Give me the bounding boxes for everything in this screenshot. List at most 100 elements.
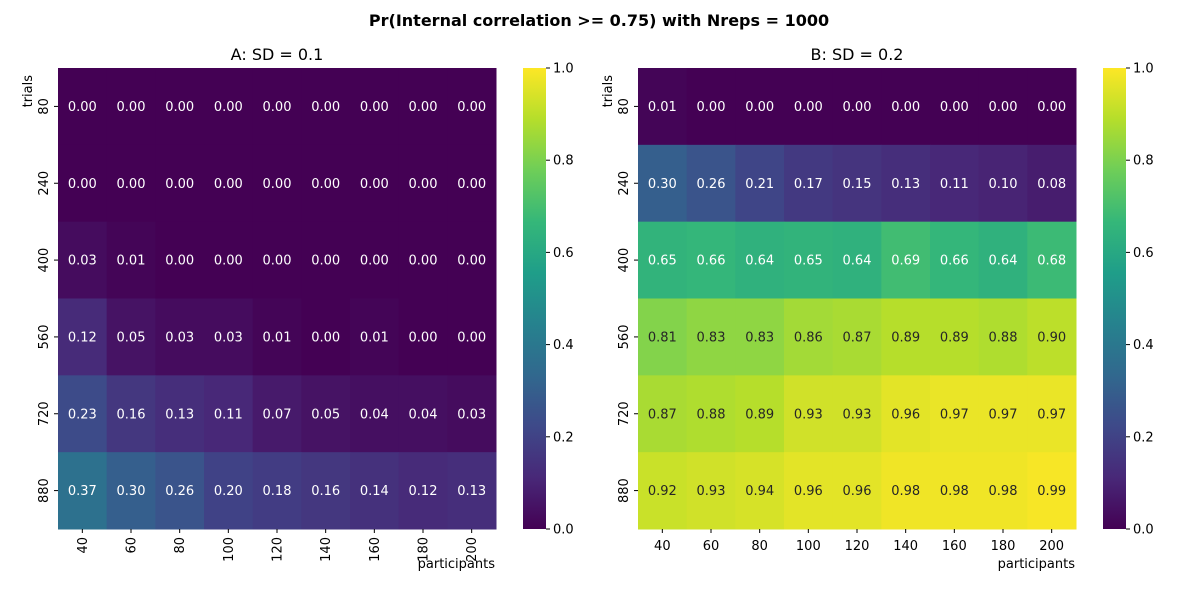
heatmap-cell (881, 68, 931, 146)
heatmap-cell (58, 375, 108, 453)
cell-value-label: 0.12 (68, 330, 97, 345)
x-tick-label: 40 (76, 537, 91, 554)
heatmap-cell (155, 452, 205, 530)
heatmap-cell (978, 298, 1028, 376)
heatmap-cell (106, 144, 156, 223)
heatmap-cell (350, 68, 400, 146)
y-tick-label: 720 (617, 401, 632, 426)
cell-value-label: 0.00 (697, 100, 726, 115)
cell-value-label: 0.16 (311, 484, 340, 499)
heatmap-cell (686, 221, 736, 299)
y-tick-label: 240 (617, 171, 632, 196)
cell-value-label: 0.89 (940, 330, 969, 345)
x-axis-label: participants (998, 557, 1076, 572)
x-tick-label: 140 (319, 537, 334, 562)
x-tick-label: 180 (417, 537, 432, 562)
cell-value-label: 0.04 (409, 407, 438, 422)
heatmap-cell (58, 452, 108, 530)
cell-value-label: 0.15 (843, 177, 872, 192)
heatmap-cell (686, 375, 736, 453)
cell-value-label: 0.65 (648, 254, 677, 269)
panel-title: B: SD = 0.2 (811, 45, 904, 64)
cell-value-label: 0.98 (940, 484, 969, 499)
heatmap-cell (447, 221, 497, 299)
heatmap-cell (930, 221, 980, 299)
x-axis-label: participants (418, 557, 496, 572)
cell-value-label: 0.00 (745, 100, 774, 115)
heatmap-cell (398, 144, 448, 223)
y-tick-label: 880 (37, 478, 52, 503)
heatmap-cell (204, 452, 254, 530)
colorbar-tick-label: 1.0 (553, 62, 574, 77)
heatmap-cell (1027, 452, 1077, 530)
cell-value-label: 0.97 (989, 407, 1018, 422)
cell-value-label: 0.01 (117, 254, 146, 269)
cell-value-label: 0.64 (843, 254, 872, 269)
heatmap-cell (252, 144, 302, 223)
heatmap-cell (784, 68, 834, 146)
y-axis-label: trials (21, 75, 36, 108)
cell-value-label: 0.00 (263, 254, 292, 269)
cell-value-label: 0.05 (311, 407, 340, 422)
cell-value-label: 0.93 (843, 407, 872, 422)
x-tick-label: 100 (796, 539, 821, 554)
cell-value-label: 0.93 (697, 484, 726, 499)
heatmap-cell (398, 452, 448, 530)
heatmap-cell (735, 298, 785, 376)
heatmap-cell (978, 221, 1028, 299)
heatmap-cell (978, 375, 1028, 453)
cell-value-label: 0.00 (940, 100, 969, 115)
cell-value-label: 0.12 (409, 484, 438, 499)
heatmap-cell (638, 144, 688, 223)
colorbar-tick-label: 0.0 (1133, 523, 1154, 538)
cell-value-label: 0.26 (165, 484, 194, 499)
cell-value-label: 0.00 (68, 100, 97, 115)
heatmap-panel: B: SD = 0.2 0.01 0.00 0.00 0.00 0.00 0.00 0.00 0… (601, 45, 1154, 572)
cell-value-label: 0.13 (457, 484, 486, 499)
y-tick-label: 80 (617, 98, 632, 115)
cell-value-label: 0.00 (457, 100, 486, 115)
cell-value-label: 0.89 (891, 330, 920, 345)
heatmap-cell (155, 375, 205, 453)
cell-value-label: 0.68 (1037, 254, 1066, 269)
heatmap-cell (832, 298, 882, 376)
heatmap-cell (1027, 221, 1077, 299)
heatmap-cell (252, 452, 302, 530)
cell-value-label: 0.97 (940, 407, 969, 422)
colorbar-tick-label: 0.0 (553, 523, 574, 538)
heatmap-cell (784, 452, 834, 530)
heatmap-cell (106, 221, 156, 299)
cell-value-label: 0.96 (794, 484, 823, 499)
x-tick-label: 140 (893, 539, 918, 554)
heatmap-cell (447, 375, 497, 453)
heatmap-cell (58, 144, 108, 223)
heatmap-cell (301, 221, 351, 299)
heatmap-cell (350, 452, 400, 530)
heatmap-cell (447, 452, 497, 530)
heatmap-cell (881, 452, 931, 530)
heatmap-cell (686, 452, 736, 530)
x-tick-label: 80 (173, 537, 188, 554)
cell-value-label: 0.00 (214, 100, 243, 115)
cell-value-label: 0.01 (263, 330, 292, 345)
cell-value-label: 0.00 (165, 254, 194, 269)
figure-suptitle: Pr(Internal correlation >= 0.75) with Nr… (369, 11, 829, 30)
colorbar-gradient (1103, 68, 1126, 529)
heatmap-cell (881, 298, 931, 376)
colorbar-tick-label: 0.4 (1133, 338, 1154, 353)
heatmap-cell (735, 452, 785, 530)
heatmap-cell (735, 144, 785, 223)
cell-value-label: 0.96 (843, 484, 872, 499)
cell-value-label: 0.86 (794, 330, 823, 345)
heatmap-cell (832, 68, 882, 146)
heatmap-cell (398, 221, 448, 299)
cell-value-label: 0.04 (360, 407, 389, 422)
cell-value-label: 0.00 (457, 254, 486, 269)
heatmap-cell (301, 375, 351, 453)
cell-value-label: 0.97 (1037, 407, 1066, 422)
heatmap-cell (252, 375, 302, 453)
heatmap-cell (1027, 375, 1077, 453)
cell-value-label: 0.64 (745, 254, 774, 269)
heatmap-cell (784, 144, 834, 223)
cell-value-label: 0.00 (1037, 100, 1066, 115)
